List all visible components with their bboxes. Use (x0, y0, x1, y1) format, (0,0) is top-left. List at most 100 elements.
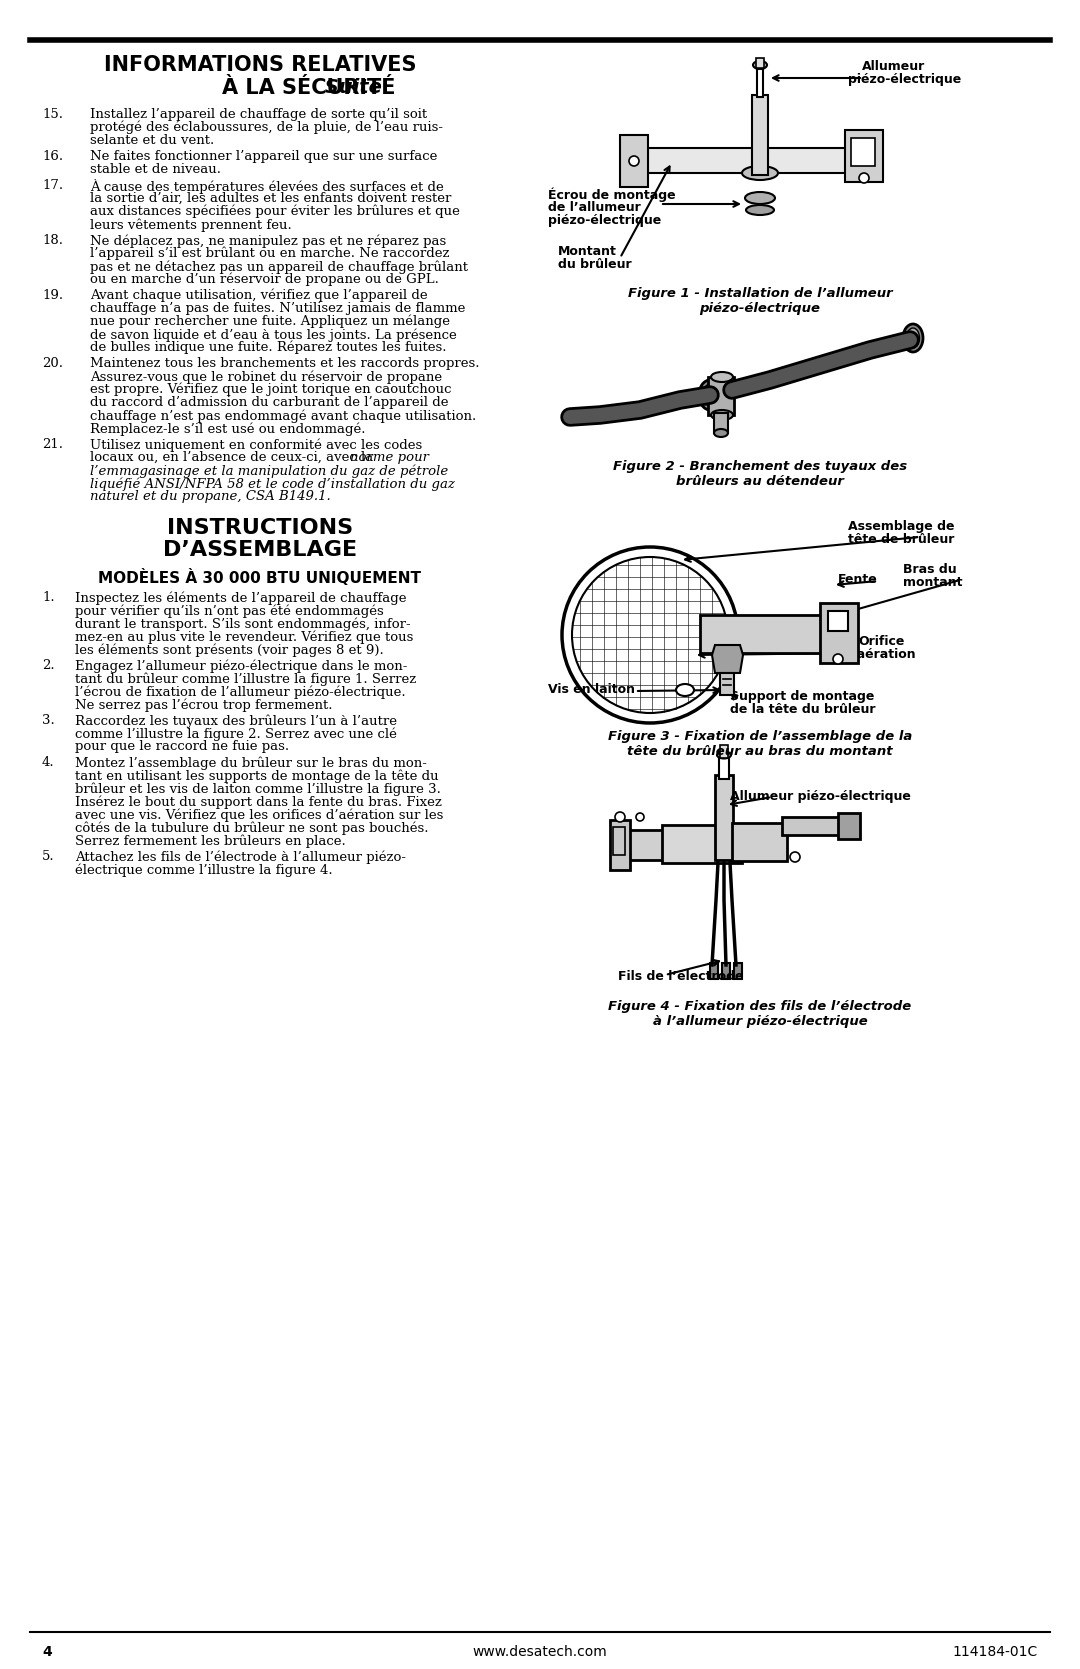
Text: d’aération: d’aération (843, 648, 916, 661)
Text: ou en marche d’un réservoir de propane ou de GPL.: ou en marche d’un réservoir de propane o… (90, 274, 438, 287)
Text: l’écrou de fixation de l’allumeur piézo-électrique.: l’écrou de fixation de l’allumeur piézo-… (75, 684, 406, 699)
Text: Inspectez les éléments de l’appareil de chauffage: Inspectez les éléments de l’appareil de … (75, 591, 406, 604)
Text: de la tête du brûleur: de la tête du brûleur (730, 703, 876, 716)
Text: tant du brûleur comme l’illustre la figure 1. Serrez: tant du brûleur comme l’illustre la figu… (75, 673, 416, 686)
Text: selante et du vent.: selante et du vent. (90, 134, 214, 147)
Bar (620, 829, 665, 860)
Text: l’appareil s’il est brûlant ou en marche. Ne raccordez: l’appareil s’il est brûlant ou en marche… (90, 247, 449, 260)
Circle shape (636, 813, 644, 821)
Bar (838, 813, 860, 840)
Text: piézo-électrique: piézo-électrique (548, 214, 661, 227)
Text: montant: montant (903, 576, 962, 589)
Circle shape (562, 547, 738, 723)
Bar (732, 823, 787, 861)
Bar (845, 130, 883, 182)
Bar (708, 377, 734, 416)
Text: 18.: 18. (42, 234, 63, 247)
Circle shape (629, 155, 639, 165)
Ellipse shape (703, 384, 717, 406)
Text: chauffage n’est pas endommagé avant chaque utilisation.: chauffage n’est pas endommagé avant chaq… (90, 409, 476, 422)
Bar (752, 95, 768, 175)
Text: pas et ne détachez pas un appareil de chauffage brûlant: pas et ne détachez pas un appareil de ch… (90, 260, 468, 274)
Text: Figure 4 - Fixation des fils de l’électrode
à l’allumeur piézo-électrique: Figure 4 - Fixation des fils de l’électr… (608, 1000, 912, 1028)
Text: de l’allumeur: de l’allumeur (548, 200, 640, 214)
Text: locaux ou, en l’absence de ceux-ci, avec la: locaux ou, en l’absence de ceux-ci, avec… (90, 451, 378, 464)
Text: stable et de niveau.: stable et de niveau. (90, 164, 221, 175)
Bar (710, 963, 718, 980)
Circle shape (859, 174, 869, 184)
Bar (756, 58, 764, 68)
Text: protégé des éclaboussures, de la pluie, de l’eau ruis-: protégé des éclaboussures, de la pluie, … (90, 120, 443, 135)
Text: 17.: 17. (42, 179, 63, 192)
Text: est propre. Vérifiez que le joint torique en caoutchouc: est propre. Vérifiez que le joint toriqu… (90, 382, 451, 397)
Text: Figure 1 - Installation de l’allumeur
piézo-électrique: Figure 1 - Installation de l’allumeur pi… (627, 287, 892, 315)
Ellipse shape (717, 751, 731, 758)
Bar (610, 819, 630, 870)
Text: comme l’illustre la figure 2. Serrez avec une clé: comme l’illustre la figure 2. Serrez ave… (75, 728, 396, 741)
Bar (635, 149, 865, 174)
Text: côtés de la tubulure du brûleur ne sont pas bouchés.: côtés de la tubulure du brûleur ne sont … (75, 821, 429, 834)
Ellipse shape (714, 429, 728, 437)
Ellipse shape (745, 192, 775, 204)
Bar (620, 135, 648, 187)
Text: de savon liquide et d’eau à tous les joints. La présence: de savon liquide et d’eau à tous les joi… (90, 329, 457, 342)
Bar (757, 65, 762, 97)
Text: Ne faites fonctionner l’appareil que sur une surface: Ne faites fonctionner l’appareil que sur… (90, 150, 437, 164)
Bar (714, 412, 728, 432)
Text: Fils de l’électrode: Fils de l’électrode (618, 970, 743, 983)
Bar (734, 963, 742, 980)
Text: Écrou de montage: Écrou de montage (548, 189, 676, 202)
Text: 16.: 16. (42, 150, 63, 164)
Text: Serrez fermement les brûleurs en place.: Serrez fermement les brûleurs en place. (75, 834, 346, 848)
Bar (719, 754, 729, 779)
Text: Montez l’assemblage du brûleur sur le bras du mon-: Montez l’assemblage du brûleur sur le br… (75, 756, 427, 769)
Text: Support de montage: Support de montage (730, 689, 875, 703)
Text: Orifice: Orifice (858, 634, 904, 648)
Text: l’emmagasinage et la manipulation du gaz de pétrole: l’emmagasinage et la manipulation du gaz… (90, 464, 448, 477)
Text: la sortie d’air, les adultes et les enfants doivent rester: la sortie d’air, les adultes et les enfa… (90, 192, 451, 205)
Bar (662, 824, 742, 863)
Text: Avant chaque utilisation, vérifiez que l’appareil de: Avant chaque utilisation, vérifiez que l… (90, 289, 428, 302)
Text: du raccord d’admission du carburant de l’appareil de: du raccord d’admission du carburant de l… (90, 396, 448, 409)
Text: MODÈLES À 30 000 BTU UNIQUEMENT: MODÈLES À 30 000 BTU UNIQUEMENT (98, 569, 421, 586)
Circle shape (833, 654, 843, 664)
Text: 1.: 1. (42, 591, 55, 604)
Text: À cause des températures élevées des surfaces et de: À cause des températures élevées des sur… (90, 179, 444, 194)
Text: 3.: 3. (42, 714, 55, 728)
Text: pour que le raccord ne fuie pas.: pour que le raccord ne fuie pas. (75, 739, 289, 753)
Text: Engagez l’allumeur piézo-électrique dans le mon-: Engagez l’allumeur piézo-électrique dans… (75, 659, 407, 673)
Text: 114184-01C: 114184-01C (953, 1646, 1038, 1659)
Text: avec une vis. Vérifiez que les orifices d’aération sur les: avec une vis. Vérifiez que les orifices … (75, 808, 444, 821)
Text: nue pour rechercher une fuite. Appliquez un mélange: nue pour rechercher une fuite. Appliquez… (90, 315, 450, 329)
Ellipse shape (711, 372, 733, 382)
Text: chauffage n’a pas de fuites. N’utilisez jamais de flamme: chauffage n’a pas de fuites. N’utilisez … (90, 302, 465, 315)
Text: Installez l’appareil de chauffage de sorte qu’il soit: Installez l’appareil de chauffage de sor… (90, 108, 427, 120)
Text: Vis en laiton: Vis en laiton (548, 683, 635, 696)
Text: électrique comme l’illustre la figure 4.: électrique comme l’illustre la figure 4. (75, 863, 333, 876)
Text: Fente: Fente (838, 572, 878, 586)
Text: norme pour: norme pour (350, 451, 429, 464)
Text: D’ASSEMBLAGE: D’ASSEMBLAGE (163, 541, 357, 561)
Text: brûleur et les vis de laiton comme l’illustre la figure 3.: brûleur et les vis de laiton comme l’ill… (75, 783, 441, 796)
Text: tête de brûleur: tête de brûleur (848, 532, 955, 546)
Text: du brûleur: du brûleur (558, 259, 632, 270)
Text: liquéfié ANSI/NFPA 58 et le code d’installation du gaz: liquéfié ANSI/NFPA 58 et le code d’insta… (90, 477, 455, 491)
Text: 21.: 21. (42, 437, 63, 451)
Bar (613, 828, 625, 855)
Text: naturel et du propane, CSA B149.1.: naturel et du propane, CSA B149.1. (90, 491, 330, 502)
Circle shape (615, 813, 625, 823)
Text: Assurez-vous que le robinet du réservoir de propane: Assurez-vous que le robinet du réservoir… (90, 371, 442, 384)
Text: pour vérifier qu’ils n’ont pas été endommagés: pour vérifier qu’ils n’ont pas été endom… (75, 604, 383, 618)
Text: de bulles indique une fuite. Réparez toutes les fuites.: de bulles indique une fuite. Réparez tou… (90, 340, 446, 354)
Text: Allumeur: Allumeur (862, 60, 926, 73)
Bar (828, 611, 848, 631)
Text: 4.: 4. (42, 756, 55, 769)
Text: Allumeur piézo-électrique: Allumeur piézo-électrique (730, 789, 910, 803)
Text: www.desatech.com: www.desatech.com (473, 1646, 607, 1659)
Text: Suite: Suite (318, 78, 382, 97)
Text: Attachez les fils de l’électrode à l’allumeur piézo-: Attachez les fils de l’électrode à l’all… (75, 850, 406, 863)
Polygon shape (712, 644, 743, 673)
Text: durant le transport. S’ils sont endommagés, infor-: durant le transport. S’ils sont endommag… (75, 618, 410, 631)
Ellipse shape (676, 684, 694, 696)
Text: 2.: 2. (42, 659, 55, 673)
